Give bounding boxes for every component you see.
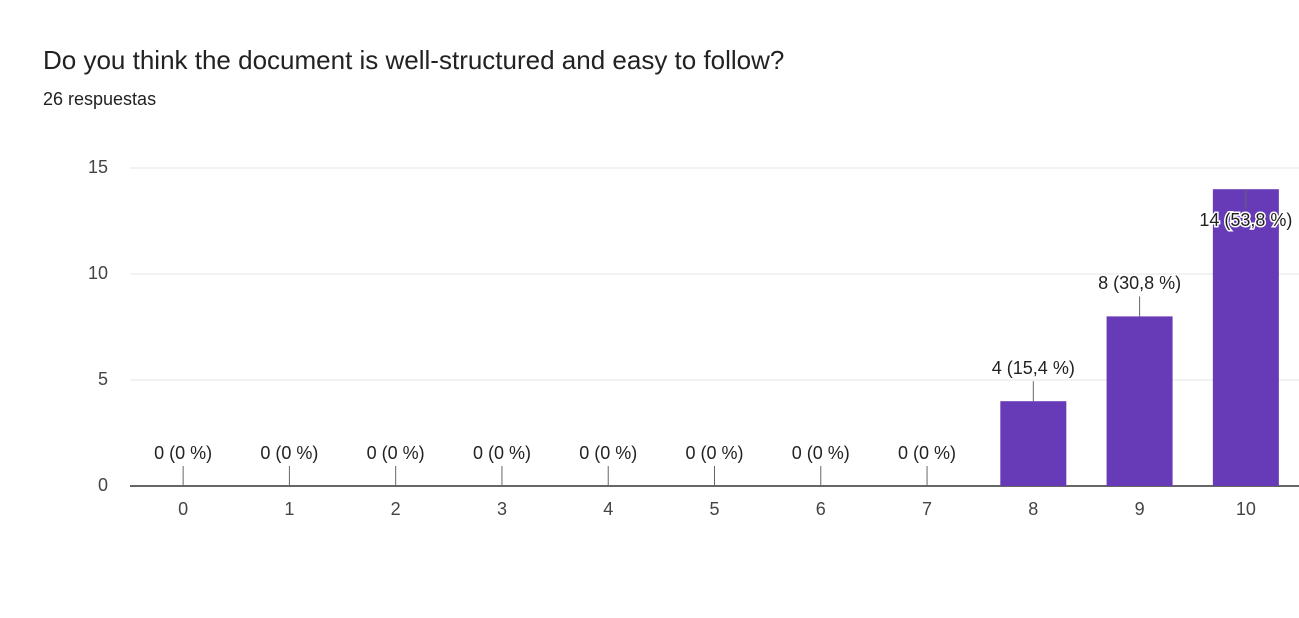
- x-tick-label: 6: [816, 499, 826, 519]
- x-tick-label: 7: [922, 499, 932, 519]
- chart-title: Do you think the document is well-struct…: [43, 45, 784, 75]
- bar: [1000, 401, 1067, 486]
- value-label: 14 (53,8 %): [1199, 210, 1292, 230]
- x-tick-label: 4: [603, 499, 613, 519]
- y-tick-label: 5: [98, 369, 108, 389]
- y-tick-label: 10: [88, 263, 108, 283]
- value-label: 0 (0 %): [898, 443, 956, 463]
- x-tick-label: 2: [391, 499, 401, 519]
- chart-subtitle: 26 respuestas: [43, 89, 156, 109]
- value-label: 0 (0 %): [260, 443, 318, 463]
- x-tick-label: 9: [1135, 499, 1145, 519]
- value-label: 8 (30,8 %): [1098, 273, 1181, 293]
- value-label: 0 (0 %): [473, 443, 531, 463]
- value-label: 0 (0 %): [154, 443, 212, 463]
- value-label: 0 (0 %): [792, 443, 850, 463]
- x-tick-label: 0: [178, 499, 188, 519]
- value-label: 0 (0 %): [579, 443, 637, 463]
- x-tick-label: 1: [284, 499, 294, 519]
- x-tick-label: 3: [497, 499, 507, 519]
- value-label: 0 (0 %): [367, 443, 425, 463]
- y-tick-label: 15: [88, 157, 108, 177]
- x-tick-label: 10: [1236, 499, 1256, 519]
- y-tick-label: 0: [98, 475, 108, 495]
- x-tick-label: 8: [1028, 499, 1038, 519]
- value-label: 0 (0 %): [685, 443, 743, 463]
- x-tick-label: 5: [709, 499, 719, 519]
- value-label: 4 (15,4 %): [992, 358, 1075, 378]
- bar: [1212, 189, 1279, 486]
- bar: [1106, 316, 1173, 486]
